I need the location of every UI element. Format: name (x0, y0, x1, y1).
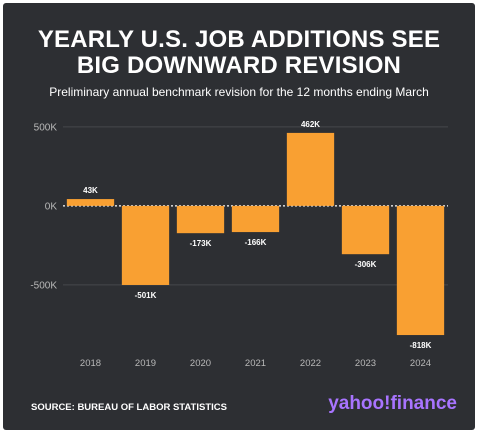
yahoo-finance-logo: yahoo!finance (328, 393, 457, 414)
bar (341, 205, 390, 255)
bar (286, 132, 335, 206)
bar (396, 205, 445, 336)
y-tick-label: 0K (45, 201, 58, 212)
x-tick-label: 2018 (80, 358, 101, 369)
data-label: -166K (245, 238, 267, 247)
bar (66, 199, 115, 206)
chart-subtitle: Preliminary annual benchmark revision fo… (49, 85, 429, 99)
chart-title: YEARLY U.S. JOB ADDITIONS SEE BIG DOWNWA… (37, 26, 441, 79)
x-tick-label: 2024 (410, 358, 431, 369)
x-tick-label: 2019 (135, 358, 156, 369)
data-label: -818K (410, 341, 432, 350)
bar (121, 205, 170, 285)
y-tick-label: -500K (30, 280, 57, 291)
data-label: 462K (301, 120, 320, 129)
data-label: -501K (135, 291, 157, 300)
bar (231, 205, 280, 233)
data-label: 43K (83, 186, 98, 195)
x-tick-label: 2022 (300, 358, 321, 369)
x-tick-label: 2020 (190, 358, 211, 369)
bar (176, 205, 225, 234)
source-note: SOURCE: BUREAU OF LABOR STATISTICS (31, 402, 227, 413)
data-label: -173K (190, 239, 212, 248)
bar-chart: 43K -501K -173K -166K 462K -306K -818K 500K 0K -… (30, 120, 448, 369)
x-tick-label: 2021 (245, 358, 266, 369)
x-tick-label: 2023 (355, 358, 376, 369)
chart-card: YEARLY U.S. JOB ADDITIONS SEE BIG DOWNWA… (3, 3, 475, 430)
y-tick-label: 500K (34, 122, 58, 133)
data-label: -306K (355, 260, 377, 269)
